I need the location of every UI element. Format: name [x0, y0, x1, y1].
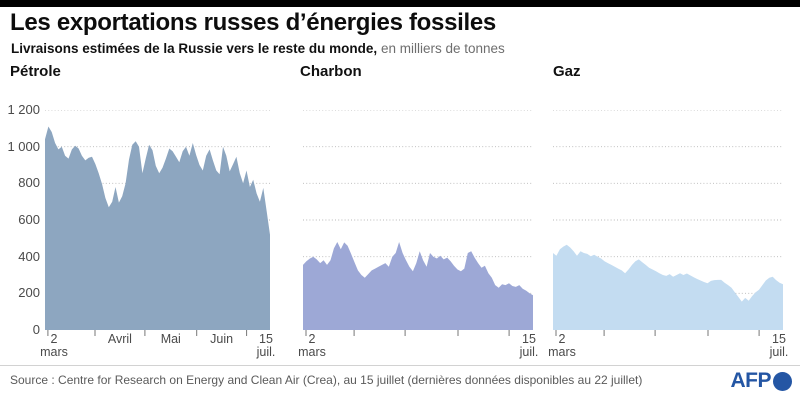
source-note: Source : Centre for Research on Energy a… [10, 373, 643, 387]
y-tick-label-200: 200 [18, 285, 40, 301]
subtitle-bold: Livraisons estimées de la Russie vers le… [11, 41, 378, 56]
chart-title-charbon: Charbon [300, 63, 362, 80]
afp-logo: AFP [730, 369, 792, 393]
subtitle-unit: en milliers de tonnes [380, 41, 505, 56]
x-label-month: Avril [107, 332, 132, 346]
x-label-end: 15 juil. [519, 332, 539, 359]
footer-divider [0, 365, 800, 366]
area-series-pétrole [45, 126, 270, 330]
subtitle: Livraisons estimées de la Russie vers le… [11, 41, 505, 56]
chart-title-gaz: Gaz [553, 63, 581, 80]
y-tick-label-800: 800 [18, 175, 40, 191]
area-series-charbon [303, 242, 533, 330]
gaz-area-chart [553, 110, 783, 336]
charbon-area-chart [303, 110, 533, 336]
x-label-start: 2 mars [298, 332, 326, 359]
area-series-gaz [553, 244, 783, 330]
afp-logo-dot [773, 371, 792, 391]
afp-logo-text: AFP [730, 369, 772, 392]
y-tick-label-600: 600 [18, 212, 40, 227]
x-label-start: 2 mars [40, 332, 68, 359]
chart-title-petrole: Pétrole [10, 63, 61, 80]
page-title: Les exportations russes d’énergies fossi… [10, 9, 496, 36]
y-tick-label-1000: 1 000 [7, 138, 40, 154]
y-tick-label-400: 400 [18, 248, 40, 264]
y-tick-label-0: 0 [32, 322, 40, 337]
x-label-end: 15 juil. [256, 332, 276, 359]
x-label-month: Juin [210, 332, 234, 346]
petrole-area-chart [45, 110, 270, 336]
x-label-month: Mai [160, 332, 181, 346]
x-label-end: 15 juil. [769, 332, 789, 359]
x-label-start: 2 mars [548, 332, 576, 359]
top-accent-bar [0, 0, 800, 7]
y-tick-label-1200: 1 200 [7, 102, 40, 117]
